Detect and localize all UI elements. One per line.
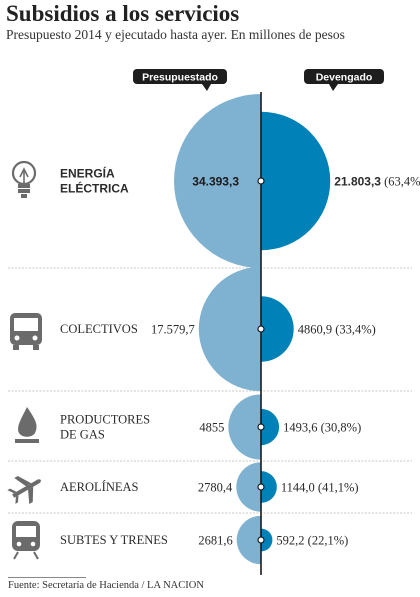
- legend-devengado-pointer: [329, 84, 338, 91]
- presupuestado-value-energia: 34.393,3: [192, 175, 239, 189]
- plane-fuselage: [12, 479, 41, 498]
- category-label-aerolineas: AEROLÍNEAS: [60, 480, 139, 494]
- category-label-line: SUBTES Y TRENES: [60, 533, 168, 547]
- devengado-half-aerolineas: [261, 471, 277, 503]
- plane-tail: [7, 488, 19, 504]
- category-label-line: AEROLÍNEAS: [60, 480, 139, 494]
- legend-devengado-tag: [304, 69, 384, 84]
- train-light-left: [16, 541, 22, 547]
- legend-devengado-label: Devengado: [316, 72, 373, 84]
- devengado-half-gas: [261, 408, 280, 446]
- chart-subtitle: Presupuesto 2014 y ejecutado hasta ayer.…: [6, 27, 345, 42]
- bulb-base-2: [18, 189, 30, 193]
- flame-burner: [15, 439, 39, 443]
- category-label-line: ENERGÍA: [60, 166, 115, 181]
- train-icon: [12, 521, 40, 560]
- presupuestado-half-subtes: [236, 515, 261, 565]
- bus-wheel-right: [33, 345, 39, 350]
- devengado-percent: (33,4%): [332, 323, 376, 337]
- airplane-icon: [7, 476, 41, 504]
- devengado-percent: (22,1%): [305, 534, 349, 548]
- category-label-energia: ENERGÍA ELÉCTRICA: [60, 166, 129, 196]
- bus-light-left: [14, 335, 20, 341]
- devengado-half-colectivos: [261, 296, 294, 362]
- bus-windshield: [14, 318, 38, 331]
- source-note: Fuente: Secretaría de Hacienda / LA NACI…: [8, 580, 204, 591]
- center-dot-aerolineas: [257, 483, 265, 491]
- devengado-amount: 1493,6: [283, 421, 317, 435]
- devengado-percent: (63,4%): [381, 175, 420, 189]
- presupuestado-half-gas: [228, 394, 261, 460]
- devengado-percent: (30,8%): [318, 421, 362, 435]
- devengado-amount: 1144,0: [281, 481, 315, 495]
- devengado-value-colectivos: 4860,9 (33,4%): [298, 323, 376, 337]
- presupuestado-half-colectivos: [198, 266, 261, 392]
- legend-presupuestado-label: Presupuestado: [142, 72, 218, 84]
- center-dot-energia: [257, 177, 265, 185]
- lightbulb-icon: [11, 160, 37, 198]
- chart-title: Subsidios a los servicios: [6, 1, 240, 26]
- category-label-line: PRODUCTORES: [60, 413, 150, 427]
- bus-light-right: [32, 335, 38, 341]
- bus-wheel-left: [13, 345, 19, 350]
- presupuestado-value-subtes: 2681,6: [198, 534, 232, 548]
- source-divider: [8, 577, 86, 578]
- presupuestado-half-energia: [174, 94, 261, 268]
- category-label-line: DE GAS: [60, 428, 105, 442]
- presupuestado-half-aerolineas: [236, 462, 261, 512]
- center-dot-colectivos: [257, 325, 265, 333]
- presupuestado-value-colectivos: 17.579,7: [151, 323, 195, 337]
- bulb-tip: [21, 194, 27, 198]
- gas-flame-icon: [15, 407, 39, 443]
- train-window: [16, 526, 36, 537]
- center-dot-gas: [257, 423, 265, 431]
- category-label-line: COLECTIVOS: [60, 322, 138, 336]
- bus-icon: [10, 313, 42, 350]
- legend-presupuestado-tag: [133, 69, 227, 84]
- plane-wings: [14, 476, 34, 504]
- devengado-value-subtes: 592,2 (22,1%): [276, 534, 348, 548]
- bulb-base-1: [18, 184, 30, 188]
- devengado-value-gas: 1493,6 (30,8%): [283, 421, 361, 435]
- flame-shape: [18, 407, 37, 437]
- legend-presupuestado-pointer: [202, 84, 211, 91]
- category-label-line: ELÉCTRICA: [60, 181, 129, 196]
- devengado-amount: 21.803,3: [334, 175, 381, 189]
- category-label-subtes: SUBTES Y TRENES: [60, 533, 168, 547]
- presupuestado-value-aerolineas: 2780,4: [198, 481, 233, 495]
- devengado-value-aerolineas: 1144,0 (41,1%): [281, 481, 359, 495]
- train-light-right: [30, 541, 36, 547]
- presupuestado-value-gas: 4855: [199, 421, 224, 435]
- center-dot-subtes: [257, 536, 265, 544]
- devengado-value-energia: 21.803,3 (63,4%): [334, 175, 420, 189]
- devengado-half-subtes: [261, 528, 273, 552]
- category-label-gas: PRODUCTORES DE GAS: [60, 413, 150, 442]
- category-label-colectivos: COLECTIVOS: [60, 322, 138, 336]
- devengado-amount: 4860,9: [298, 323, 332, 337]
- devengado-half-energia: [261, 111, 331, 251]
- train-rails: [13, 551, 39, 560]
- devengado-amount: 592,2: [276, 534, 304, 548]
- bulb-filament: [19, 167, 29, 184]
- devengado-percent: (41,1%): [315, 481, 359, 495]
